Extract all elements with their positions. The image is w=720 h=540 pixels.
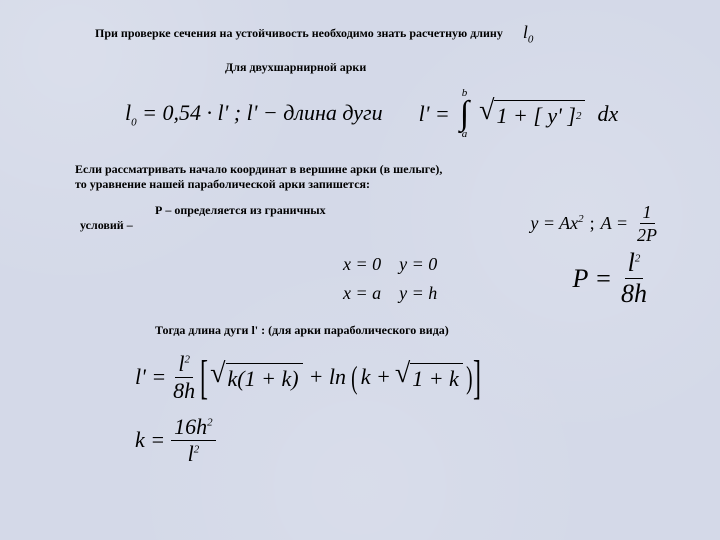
formula-k: k = 16h2 l2 xyxy=(135,416,660,465)
l0-symbol: l0 xyxy=(523,22,534,46)
arc-len-label: Тогда длина дуги l' : (для арки параболи… xyxy=(155,323,660,339)
boundary-conditions: x = 0 y = 0 x = a y = h xyxy=(343,250,437,308)
p-cond-2: условий – xyxy=(80,218,355,234)
para-1b: то уравнение нашей параболической арки з… xyxy=(75,177,660,193)
title-text: При проверке сечения на устойчивость нео… xyxy=(95,26,503,42)
formula-integral: l' = b ∫ a √ 1 + [ y' ]2 dx xyxy=(419,89,619,139)
subhead-1: Для двухшарнирной арки xyxy=(225,60,660,76)
para-1a: Если рассматривать начало координат в ве… xyxy=(75,162,660,178)
formula-P: P = l2 8h xyxy=(573,250,650,307)
formula-row-1: l0 = 0,54 · l' ; l' − длина дуги l' = b … xyxy=(125,89,660,139)
formula-lprime: l' = l2 8h [ √ k(1 + k) + ln ( k + √ 1 +… xyxy=(135,353,660,402)
p-cond-1: Р – определяется из граничных xyxy=(155,203,355,219)
formula-y-ax2: y = Ax2 ; A = 1 2P xyxy=(530,203,660,244)
